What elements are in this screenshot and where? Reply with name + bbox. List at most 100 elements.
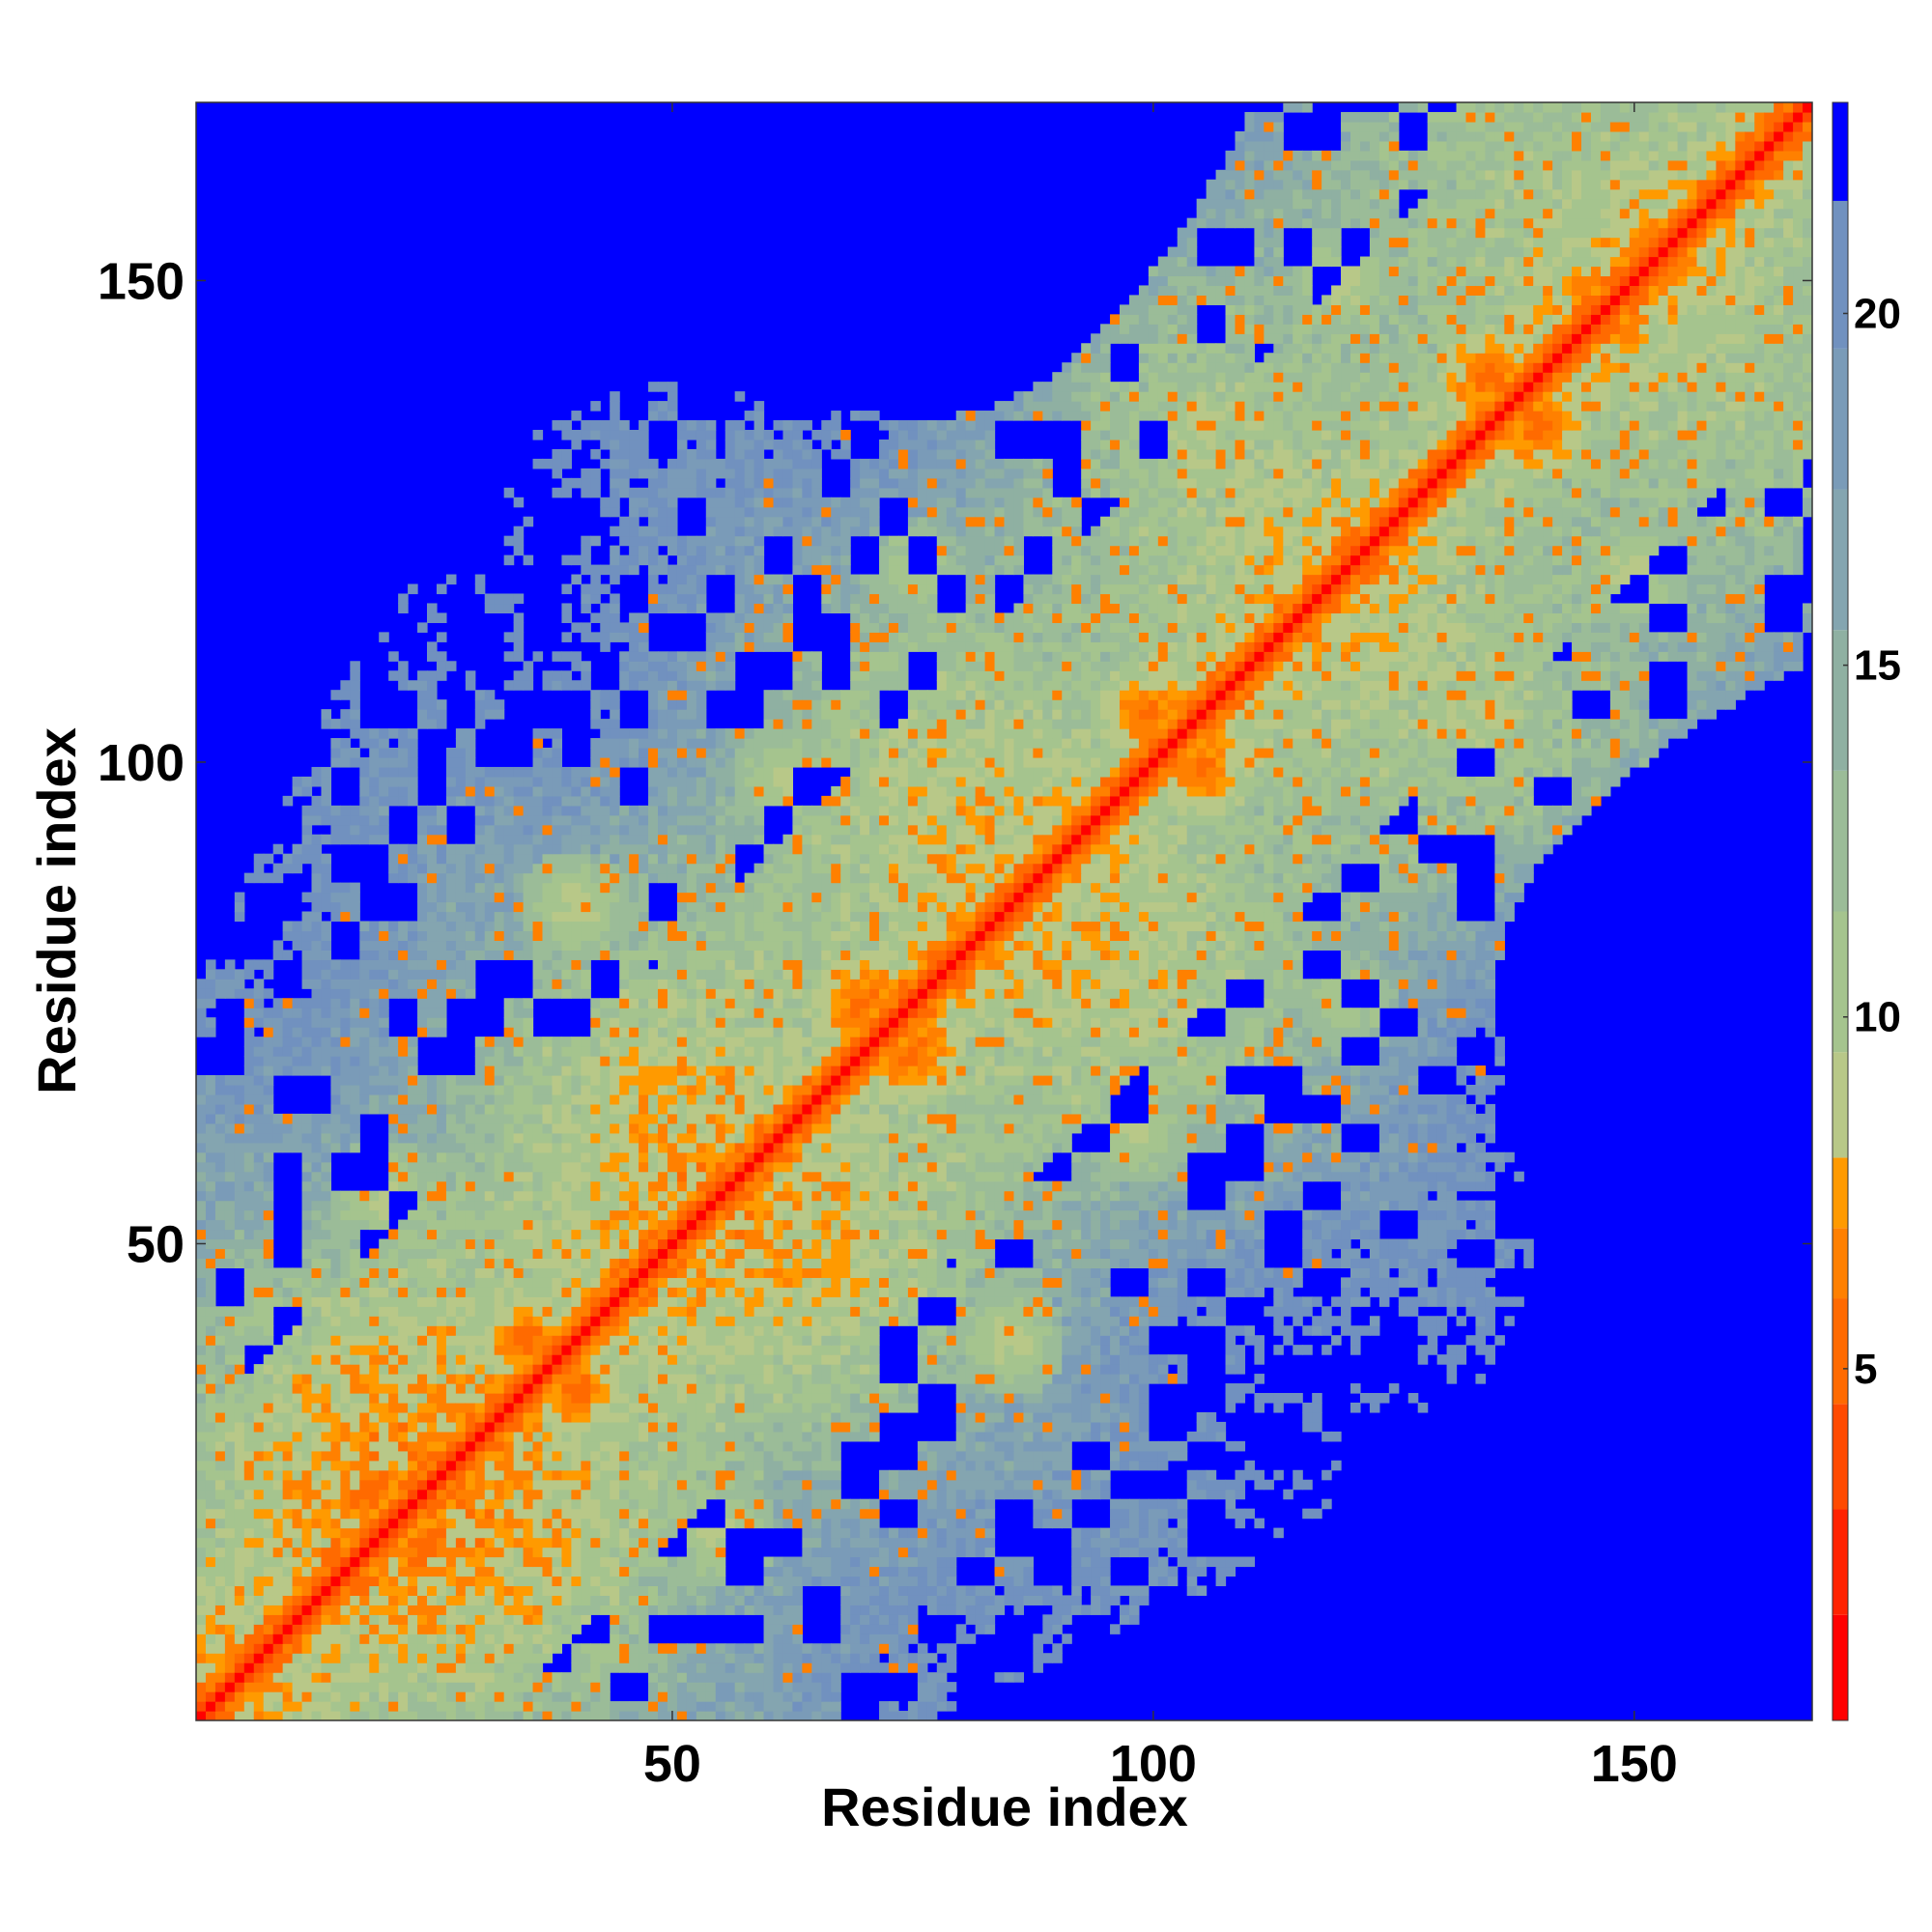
heatmap-cell [301,1142,313,1153]
heatmap-cell [465,1691,476,1702]
heatmap-cell [484,1421,496,1433]
heatmap-cell [821,1421,832,1433]
heatmap-cell [648,1450,659,1462]
heatmap-cell [445,1287,457,1297]
heatmap-cell [196,1200,207,1211]
heatmap-cell [455,1084,467,1095]
heatmap-cell [936,1643,948,1654]
heatmap-cell [494,1527,505,1539]
heatmap-cell [552,1489,563,1500]
heatmap-cell [263,1046,274,1057]
heatmap-cell [263,1190,274,1202]
heatmap-cell [196,1701,207,1712]
heatmap-cell [1331,1431,1342,1442]
heatmap-cell [782,1508,794,1520]
heatmap-cell [369,1489,380,1500]
heatmap-cell [369,1576,380,1587]
heatmap-cell [658,1383,668,1394]
heatmap-cell [350,969,360,980]
heatmap-cell [1120,1537,1130,1548]
heatmap-cell [272,1065,284,1076]
heatmap-cell [897,1402,909,1413]
heatmap-cell [639,1614,649,1625]
heatmap-cell [715,1460,726,1471]
heatmap-cell [417,1267,428,1278]
heatmap-cell [234,1248,245,1260]
heatmap-cell [503,1171,515,1182]
heatmap-cell [205,1017,216,1028]
heatmap-cell [552,1634,563,1644]
heatmap-cell [629,1566,639,1577]
heatmap-cell [917,1585,928,1596]
heatmap-cell [253,1634,265,1644]
heatmap-cell [975,1605,986,1615]
heatmap-cell [330,1508,341,1520]
heatmap-cell [301,1209,313,1221]
heatmap-cell [321,853,332,865]
heatmap-cell [359,1711,370,1720]
heatmap-cell [292,1056,303,1066]
heatmap-cell [379,1046,389,1057]
heatmap-cell [1062,1374,1072,1384]
heatmap-cell [417,1662,428,1673]
heatmap-cell [763,1556,775,1568]
heatmap-cell [465,1643,476,1654]
heatmap-cell [379,1527,389,1539]
heatmap-cell [610,1431,620,1442]
heatmap-cell [763,1576,775,1587]
heatmap-cell [513,1132,525,1144]
heatmap-cell [897,1479,909,1491]
heatmap-cell [734,1489,746,1500]
heatmap-cell [398,1498,409,1510]
heatmap-cell [272,1460,284,1471]
heatmap-cell [532,805,544,816]
heatmap-cell [484,1489,496,1500]
heatmap-cell [532,1421,544,1433]
heatmap-cell [724,1643,736,1654]
heatmap-cell [292,1527,303,1539]
heatmap-cell [408,1701,418,1712]
heatmap-cell [398,872,409,884]
heatmap-cell [340,1508,351,1520]
heatmap-cell [436,1345,447,1355]
heatmap-cell [427,824,438,836]
heatmap-cell [1120,1614,1130,1625]
heatmap-cell [455,921,467,932]
heatmap-cell [321,1065,332,1076]
heatmap-cell [205,1027,216,1037]
heatmap-cell [379,766,389,778]
heatmap-cell [417,1306,428,1317]
heatmap-cell [301,1498,313,1510]
heatmap-cell [513,1393,525,1404]
heatmap-cell [340,1383,351,1394]
heatmap-cell [311,1258,323,1268]
heatmap-cell [205,1238,216,1250]
heatmap-cell [436,651,447,662]
heatmap-cell [243,1614,255,1625]
heatmap-cell [513,776,525,787]
heatmap-cell [292,1046,303,1057]
heatmap-cell [417,1537,428,1548]
heatmap-cell [196,1335,207,1346]
heatmap-cell [301,1527,313,1539]
heatmap-cell [494,1653,505,1663]
heatmap-cell [427,1364,438,1375]
heatmap-cell [388,1277,399,1288]
heatmap-cell [782,1624,794,1634]
heatmap-cell [1081,1537,1092,1548]
heatmap-cell [676,1383,688,1394]
heatmap-cell [571,1662,582,1673]
heatmap-cell [503,921,515,932]
heatmap-cell [744,1374,755,1384]
heatmap-cell [724,1364,736,1375]
heatmap-cell [705,1605,717,1615]
heatmap-cell [523,1576,534,1587]
heatmap-cell [792,1460,803,1471]
heatmap-cell [398,738,409,749]
heatmap-cell [667,1566,678,1577]
heatmap-cell [474,766,486,778]
heatmap-cell [561,1691,572,1702]
heatmap-cell [705,1662,717,1673]
heatmap-cell [1120,1605,1130,1615]
heatmap-cell [610,1547,620,1558]
